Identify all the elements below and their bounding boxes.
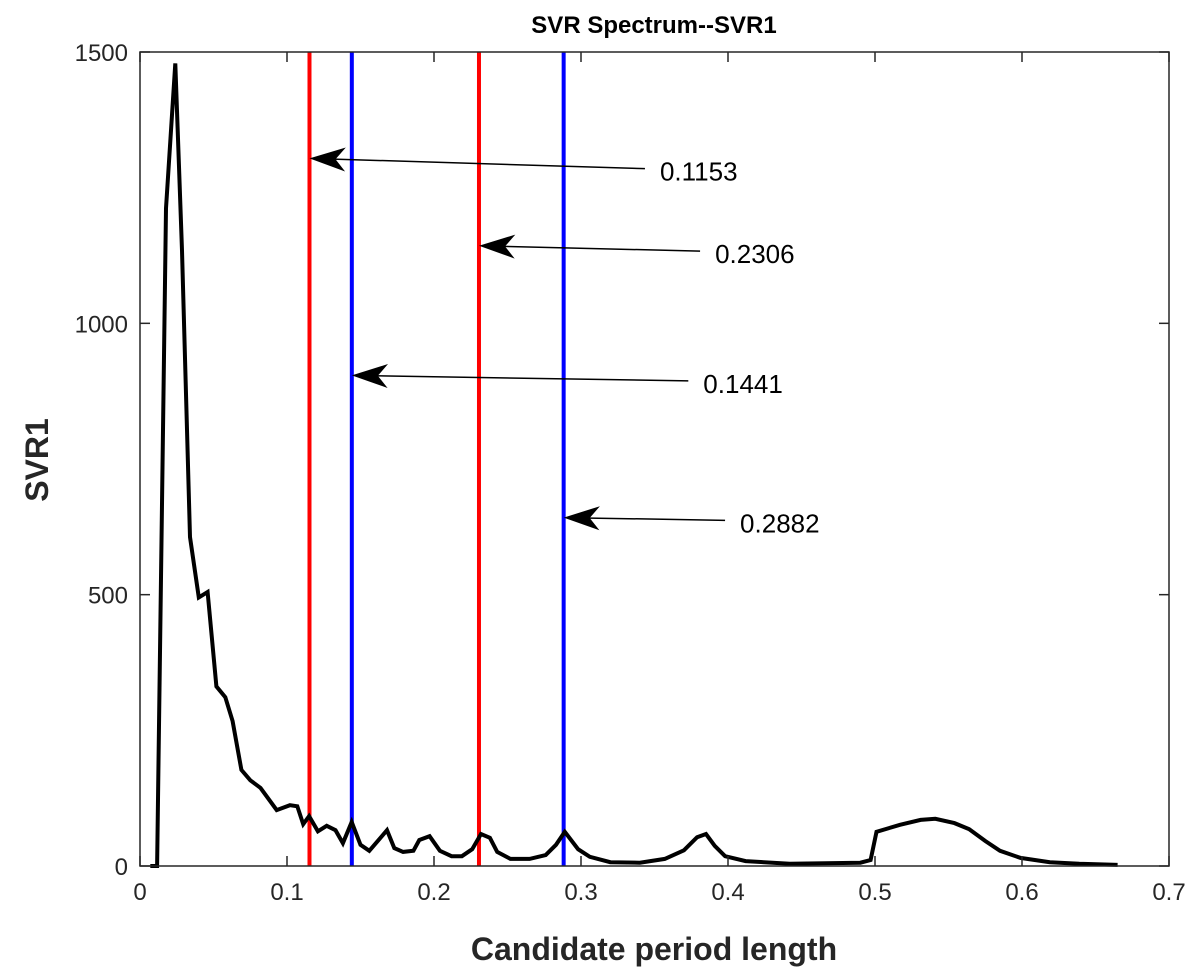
y-axis-ticks: 0 500 1000 1500 [75,40,1169,881]
y-axis-label: SVR1 [19,418,55,502]
x-tick-label: 0.7 [1152,879,1185,906]
x-axis-ticks: 0 0.1 0.2 0.3 0.4 0.5 0.6 0.7 [133,52,1186,906]
annotation-arrow-line [498,245,701,252]
x-tick-label: 0.4 [711,879,744,906]
y-tick-label: 500 [88,583,128,610]
vertical-lines [307,52,566,866]
annotation-label: 0.1441 [703,369,783,399]
y-tick-label: 0 [115,854,128,881]
y-tick-label: 1500 [75,40,128,67]
annotation-arrowhead-icon [351,364,388,388]
annotation-arrow-line [583,517,726,522]
chart-title: SVR Spectrum--SVR1 [531,12,776,39]
annotation-arrowhead-icon [309,147,346,172]
x-tick-label: 0.6 [1005,879,1038,906]
x-tick-label: 0.3 [564,879,597,906]
series-group [150,63,1118,868]
y-tick-label: 1000 [75,311,128,338]
x-tick-label: 0 [133,879,146,906]
annotation-arrow-line [329,158,645,170]
annotation-arrowhead-icon [479,234,516,259]
annotation-arrowhead-icon [563,506,600,531]
x-tick-label: 0.1 [270,879,303,906]
annotations: 0.1153 0.2306 0.1441 0.2882 [309,147,820,538]
x-axis-label: Candidate period length [471,931,837,967]
annotation-arrow-line [371,375,689,382]
annotation-label: 0.1153 [660,157,738,187]
x-tick-label: 0.5 [858,879,891,906]
series-line-svr1 [150,63,1118,868]
plot-area-frame [139,51,1170,867]
x-tick-label: 0.2 [417,879,450,906]
annotation-label: 0.2306 [715,239,795,269]
annotation-label: 0.2882 [740,508,820,538]
